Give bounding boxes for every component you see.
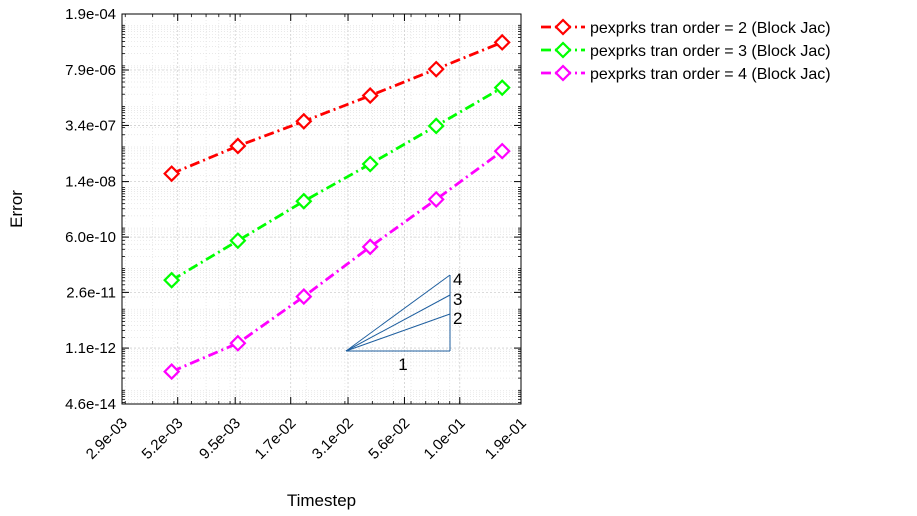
x-tick-label: 1.7e-02 — [252, 415, 300, 463]
series-2-marker — [493, 79, 511, 97]
legend-swatch-marker — [554, 18, 572, 36]
y-tick-label: 3.4e-07 — [65, 117, 116, 134]
series-2-marker — [361, 155, 379, 173]
series-1-marker — [427, 60, 445, 78]
y-tick-label: 6.0e-10 — [65, 229, 116, 246]
grid — [121, 13, 522, 405]
series-1-marker — [493, 33, 511, 51]
series-1-marker — [229, 137, 247, 155]
plot-frame — [121, 13, 522, 405]
series-3-marker — [361, 238, 379, 256]
triangle-slope-4 — [345, 274, 451, 352]
legend-label: pexprks tran order = 2 (Block Jac) — [590, 20, 831, 37]
legend-label: pexprks tran order = 3 (Block Jac) — [590, 43, 831, 60]
slope-triangle: 1 432 — [345, 270, 462, 374]
x-tick-label: 9.5e-03 — [196, 415, 244, 463]
y-tick-label: 2.6e-11 — [66, 284, 116, 301]
y-tick-labels: 4.6e-14 1.1e-12 2.6e-11 6.0e-10 1.4e-08 3.4e-… — [65, 6, 116, 413]
y-tick-label: 1.1e-12 — [65, 340, 116, 357]
series-3-marker — [493, 142, 511, 160]
series-3 — [163, 142, 511, 381]
series-2 — [163, 79, 511, 289]
series-2-marker — [163, 271, 181, 289]
x-tick-label: 1.0e-01 — [421, 415, 469, 463]
x-tick-labels: 2.9e-03 5.2e-03 9.5e-03 1.7e-02 3.1e-02 5.6e-… — [83, 415, 530, 463]
y-tick-label: 7.9e-06 — [65, 62, 116, 79]
series-2-marker — [427, 117, 445, 135]
y-tick-label: 4.6e-14 — [65, 396, 116, 413]
x-tick-label: 3.1e-02 — [309, 415, 357, 463]
x-axis-title: Timestep — [287, 491, 356, 510]
legend-item-3: pexprks tran order = 4 (Block Jac) — [541, 64, 831, 83]
triangle-slope-2 — [345, 313, 451, 352]
series-lines — [163, 33, 511, 381]
series-1-marker — [295, 112, 313, 130]
triangle-slope-label: 4 — [453, 270, 462, 289]
triangle-slope-label: 2 — [453, 309, 462, 328]
series-2-line — [170, 86, 503, 282]
x-tick-label: 2.9e-03 — [83, 415, 131, 463]
y-tick-label: 1.9e-04 — [65, 6, 116, 23]
series-3-marker — [427, 190, 445, 208]
legend-label: pexprks tran order = 4 (Block Jac) — [590, 66, 831, 83]
series-3-line — [171, 149, 504, 373]
y-tick-label: 1.4e-08 — [65, 174, 116, 191]
series-1 — [163, 33, 511, 183]
x-tick-label: 5.2e-03 — [139, 415, 187, 463]
legend-item-2: pexprks tran order = 3 (Block Jac) — [541, 41, 831, 60]
series-1-marker — [163, 165, 181, 183]
legend-item-1: pexprks tran order = 2 (Block Jac) — [541, 18, 831, 37]
legend: pexprks tran order = 2 (Block Jac) pexprk… — [541, 18, 831, 83]
legend-swatch-marker — [554, 41, 572, 59]
series-3-marker — [163, 363, 181, 381]
triangle-base-label: 1 — [398, 355, 407, 374]
series-3-marker — [229, 334, 247, 352]
y-axis-title: Error — [7, 190, 26, 228]
x-tick-label: 5.6e-02 — [365, 415, 413, 463]
x-tick-label: 1.9e-01 — [482, 415, 530, 463]
series-3-marker — [295, 288, 313, 306]
series-2-marker — [295, 192, 313, 210]
legend-swatch-marker — [554, 64, 572, 82]
triangle-slope-3 — [345, 294, 451, 352]
triangle-slope-label: 3 — [453, 290, 462, 309]
series-2-marker — [229, 232, 247, 250]
series-1-marker — [361, 87, 379, 105]
